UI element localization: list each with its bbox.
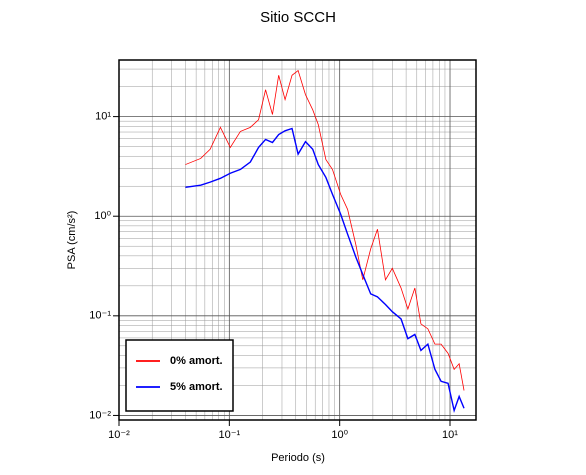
series-line xyxy=(185,127,465,414)
y-tick-label: 10⁻² xyxy=(89,409,111,421)
legend-label: 0% amort. xyxy=(170,355,223,367)
y-tick-label: 10⁰ xyxy=(94,210,111,222)
legend-label: 5% amort. xyxy=(170,381,223,393)
y-tick-label: 10⁻¹ xyxy=(89,310,111,322)
x-tick-label: 10¹ xyxy=(442,429,458,441)
x-tick-label: 10⁻¹ xyxy=(218,429,240,441)
x-tick-label: 10⁻² xyxy=(108,429,130,441)
y-axis-label: PSA (cm/s²) xyxy=(66,211,78,270)
legend-box xyxy=(125,339,234,412)
chart-title: Sitio SCCH xyxy=(260,9,336,26)
y-tick-label: 10¹ xyxy=(95,111,111,123)
x-tick-label: 10⁰ xyxy=(331,429,348,441)
x-axis-label: Periodo (s) xyxy=(271,452,325,464)
series-line xyxy=(185,69,465,391)
plot-frame xyxy=(118,59,477,421)
